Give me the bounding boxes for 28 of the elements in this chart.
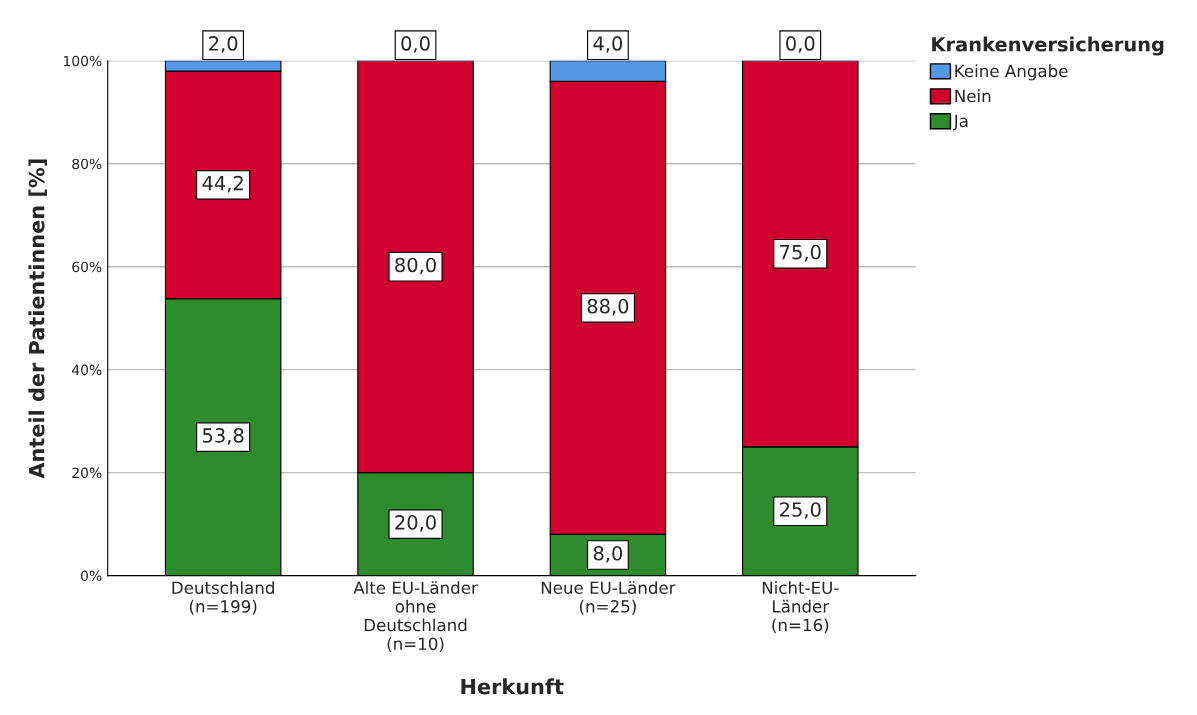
y-tick-label: 40% — [71, 364, 102, 376]
data-label: 20,0 — [395, 515, 436, 532]
data-label: 75,0 — [780, 244, 821, 262]
data-label: 53,8 — [203, 428, 244, 445]
data-label: 8,0 — [593, 545, 623, 563]
x-tick-label: Alte EU-Länder ohne Deutschland (n=10) — [353, 581, 478, 652]
y-tick-label: 0% — [81, 570, 102, 582]
y-axis-title: Anteil der Patientinnen [%] — [28, 159, 47, 479]
data-label: 2,0 — [209, 36, 238, 53]
y-tick-label: 60% — [72, 261, 102, 273]
data-label: 44,2 — [202, 175, 243, 193]
legend-title: Krankenversicherung — [932, 36, 1164, 56]
y-tick-label: 20% — [72, 467, 102, 479]
x-axis-title: Herkunft — [461, 678, 564, 695]
data-label: 0,0 — [786, 36, 815, 53]
data-label: 88,0 — [587, 298, 629, 316]
y-tick-label: 80% — [72, 158, 102, 170]
y-tick-label: 100% — [63, 55, 102, 67]
data-label: 25,0 — [780, 502, 821, 519]
data-label: 4,0 — [593, 36, 623, 53]
data-label: 0,0 — [401, 36, 430, 53]
x-tick-label: Nicht-EU- Länder (n=16) — [762, 581, 839, 634]
legend-label: Nein — [955, 89, 991, 103]
data-label: 80,0 — [395, 257, 436, 275]
x-tick-label: Deutschland (n=199) — [172, 581, 274, 615]
legend-label: Ja — [952, 114, 968, 131]
x-tick-label: Neue EU-Länder (n=25) — [541, 581, 676, 615]
legend-label: Keine Angabe — [955, 64, 1068, 81]
